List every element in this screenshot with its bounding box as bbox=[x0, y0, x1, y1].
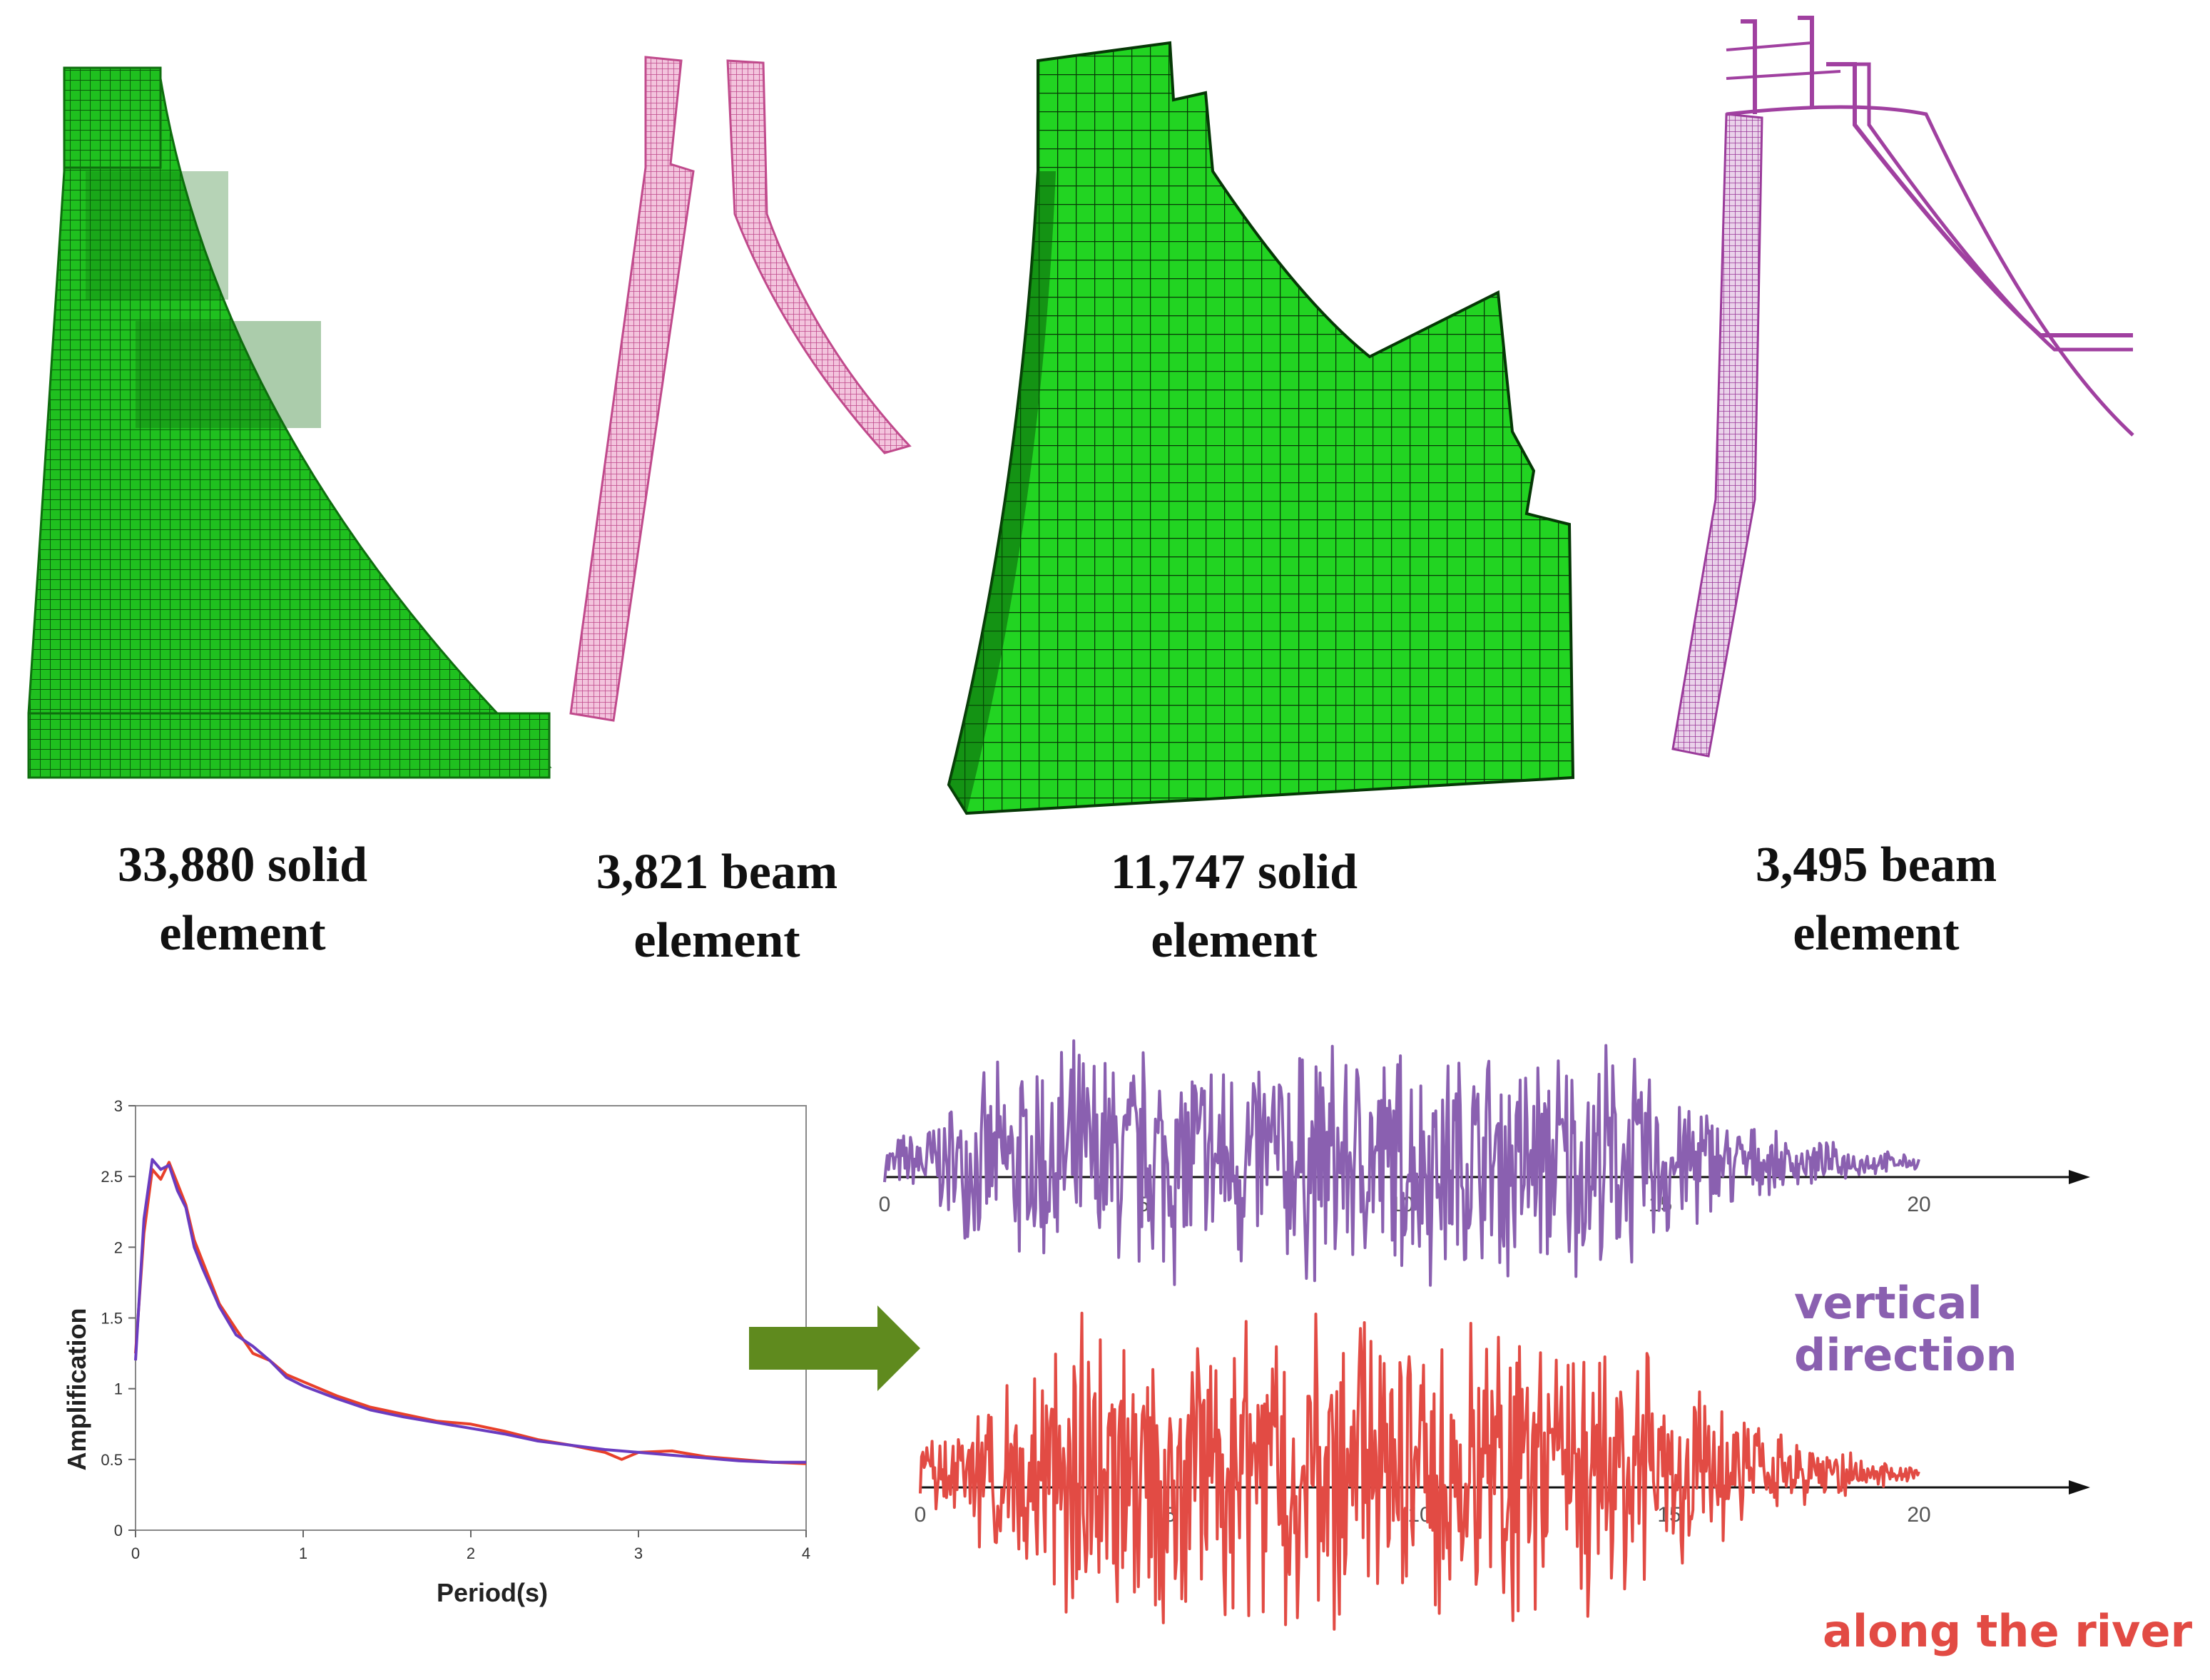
caption-model-4: 3,495 beam element bbox=[1755, 838, 1997, 961]
y-tick-label: 3 bbox=[114, 1097, 123, 1115]
time-tick-label: 15 bbox=[1657, 1503, 1681, 1527]
y-tick-label: 2.5 bbox=[101, 1168, 123, 1186]
beam-model-4 bbox=[1671, 16, 2134, 758]
time-tick-label: 0 bbox=[915, 1503, 927, 1527]
plot-area bbox=[135, 1105, 807, 1531]
y-tick-label: 1 bbox=[114, 1380, 123, 1398]
accelerogram-vertical: 0 5 10 15 20 bbox=[879, 1039, 2090, 1287]
y-tick-label: 1.5 bbox=[101, 1310, 123, 1328]
x-tick-label: 1 bbox=[299, 1544, 307, 1562]
caption-model-1: 33,880 solid element bbox=[117, 838, 368, 961]
label-along-the-river: along the river bbox=[1823, 1605, 2193, 1657]
time-tick-label: 20 bbox=[1907, 1503, 1930, 1527]
accelerogram-trace bbox=[919, 1311, 1920, 1631]
solid-tower-model-3 bbox=[947, 41, 1575, 815]
caption-model-2: 3,821 beam element bbox=[596, 845, 838, 968]
x-tick-label: 4 bbox=[802, 1544, 810, 1562]
accelerogram-along-river: 0 5 10 15 20 bbox=[915, 1311, 2090, 1631]
caption-model-3: 11,747 solid element bbox=[1110, 845, 1358, 968]
solid-dam-model-1 bbox=[27, 66, 552, 779]
accelerogram-trace bbox=[883, 1039, 1920, 1287]
x-tick-label: 2 bbox=[467, 1544, 475, 1562]
x-tick-label: 3 bbox=[634, 1544, 643, 1562]
response-spectrum-chart: 0 1 2 3 4 0 0.5 1 1.5 2 2.5 3 Period(s) Amplification bbox=[62, 1097, 810, 1607]
axis-arrow-icon bbox=[2069, 1480, 2090, 1495]
label-vertical-direction: vertical direction bbox=[1794, 1277, 2017, 1381]
y-axis-label: Amplification bbox=[62, 1308, 91, 1470]
x-tick-label: 0 bbox=[131, 1544, 140, 1562]
y-tick-label: 2 bbox=[114, 1238, 123, 1256]
beam-model-2 bbox=[569, 56, 912, 722]
arrow-right-icon bbox=[749, 1305, 920, 1391]
time-tick-label: 20 bbox=[1907, 1193, 1930, 1216]
x-axis-label: Period(s) bbox=[437, 1578, 548, 1607]
y-tick-label: 0 bbox=[114, 1522, 123, 1539]
time-tick-label: 0 bbox=[879, 1193, 891, 1216]
spectrum-series-line-1 bbox=[134, 1158, 806, 1464]
y-tick-label: 0.5 bbox=[101, 1451, 123, 1469]
axis-arrow-icon bbox=[2069, 1170, 2090, 1184]
